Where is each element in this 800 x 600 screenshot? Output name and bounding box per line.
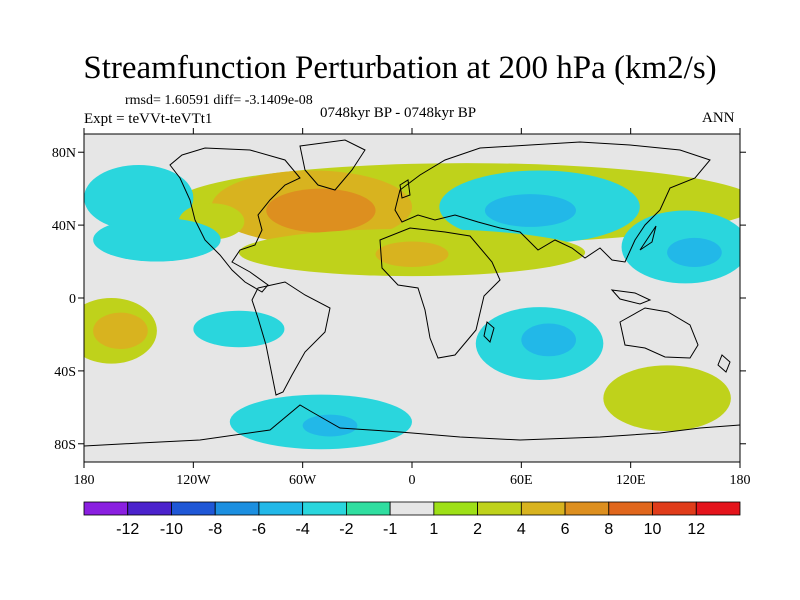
lon-tick-label: 180 <box>730 473 751 488</box>
colorbar-label: 10 <box>644 521 662 538</box>
lat-tick-label: 40N <box>52 219 76 234</box>
latitude-axis: 80N 40N 0 40S 80S <box>52 146 746 453</box>
season-label: ANN <box>702 110 735 126</box>
field-blob-negative <box>667 237 722 268</box>
colorbar: -12 -10 -8 -6 -4 -2 -1 1 2 4 6 8 10 12 <box>83 501 741 538</box>
coast-british-isles <box>399 179 411 199</box>
coast-eurasia <box>394 141 711 263</box>
colorbar-swatch <box>433 501 479 516</box>
lon-tick-label: 0 <box>409 473 416 488</box>
colorbar-swatch <box>214 501 260 516</box>
lat-tick-label: 80S <box>54 438 76 453</box>
coast-australia <box>619 307 699 359</box>
colorbar-swatch <box>127 501 172 516</box>
coast-antarctica <box>84 404 740 447</box>
colorbar-swatch <box>608 501 653 516</box>
lon-tick-label: 180 <box>74 473 95 488</box>
field-blob-negative <box>193 310 285 348</box>
lat-tick-label: 80N <box>52 146 76 161</box>
colorbar-swatch <box>345 501 391 516</box>
coast-madagascar <box>483 321 495 343</box>
field-blob-positive <box>266 188 376 233</box>
colorbar-swatch <box>652 501 697 516</box>
coast-new-zealand <box>717 354 731 373</box>
lon-tick-label: 60W <box>289 473 317 488</box>
colorbar-label: -6 <box>252 521 266 538</box>
colorbar-label: 4 <box>517 521 526 538</box>
field-blob-negative <box>521 323 577 357</box>
colorbar-swatch <box>520 501 566 516</box>
colorbar-label: 2 <box>473 521 482 538</box>
field-blob-positive <box>603 365 731 432</box>
field-blob-negative <box>84 164 194 231</box>
lat-tick-label: 0 <box>69 292 76 307</box>
lon-tick-label: 120E <box>616 473 646 488</box>
colorbar-swatch <box>477 501 522 516</box>
coast-south-america <box>251 281 331 396</box>
coast-japan <box>639 225 657 251</box>
coastlines <box>84 139 740 447</box>
colorbar-label: 6 <box>561 521 570 538</box>
field-blob-negative <box>484 194 576 227</box>
coast-greenland <box>299 139 366 191</box>
colorbar-swatch <box>389 501 435 516</box>
colorbar-swatch <box>83 501 129 516</box>
colorbar-swatch <box>695 501 741 516</box>
colorbar-label: -8 <box>208 521 222 538</box>
longitude-axis: 180 120W 60W 0 60E 120E 180 <box>74 128 751 488</box>
colorbar-label: -10 <box>160 521 183 538</box>
lon-tick-label: 120W <box>176 473 211 488</box>
colorbar-label: 8 <box>604 521 613 538</box>
colorbar-label: -2 <box>339 521 353 538</box>
colorbar-label: -12 <box>116 521 139 538</box>
stats-text: rmsd= 1.60591 diff= -3.1409e-08 <box>125 93 313 108</box>
colorbar-label: -1 <box>383 521 397 538</box>
colorbar-swatch <box>171 501 216 516</box>
coast-africa <box>379 227 501 359</box>
field-blob-negative <box>302 414 358 437</box>
lat-tick-label: 40S <box>54 365 76 380</box>
colorbar-swatch <box>302 501 347 516</box>
coast-indonesia <box>610 289 652 305</box>
colorbar-label: -4 <box>296 521 310 538</box>
field-blob-positive <box>375 241 449 268</box>
field-blob-positive <box>93 312 148 350</box>
period-label: 0748kyr BP - 0748kyr BP <box>320 105 477 121</box>
experiment-label: Expt = teVVt-teVTt1 <box>84 111 213 127</box>
field-blob-negative <box>93 217 221 262</box>
colorbar-swatch <box>258 501 304 516</box>
colorbar-label: 1 <box>429 521 438 538</box>
lon-tick-label: 60E <box>510 473 533 488</box>
colorbar-label: 12 <box>687 521 705 538</box>
coast-north-america <box>169 147 301 293</box>
colorbar-swatch <box>564 501 610 516</box>
map-title: Streamfunction Perturbation at 200 hPa (… <box>83 50 717 86</box>
